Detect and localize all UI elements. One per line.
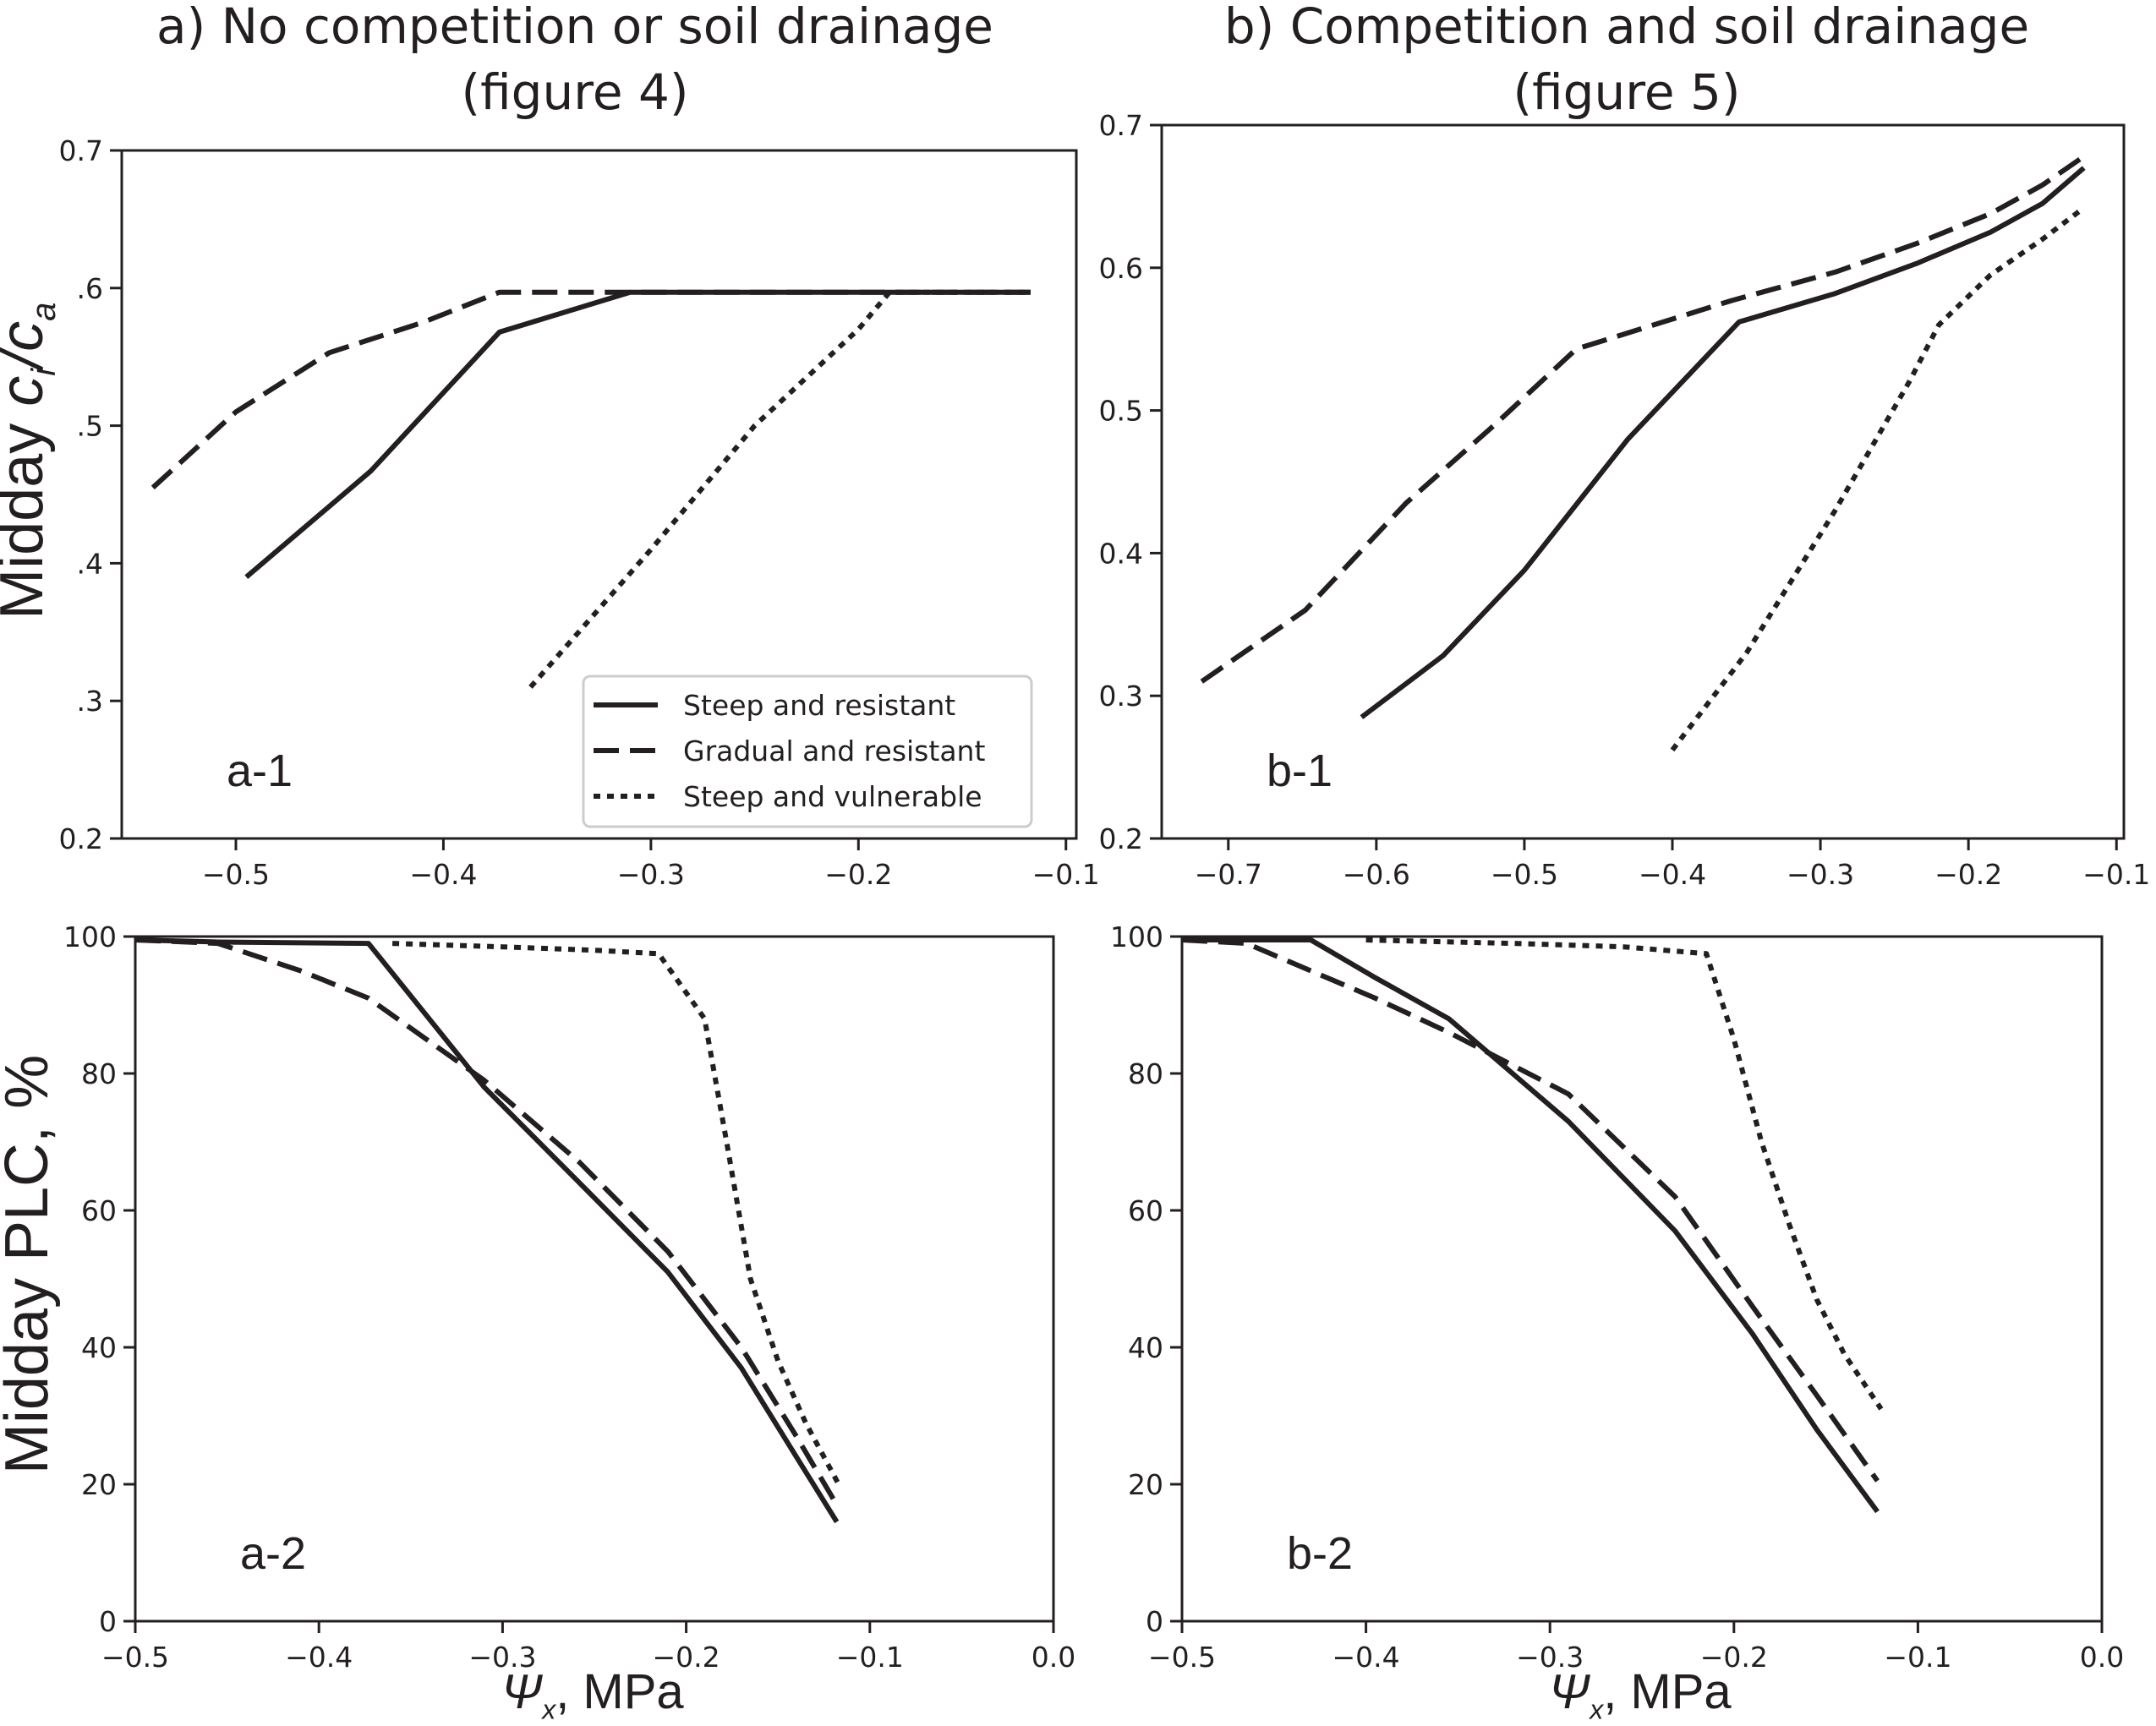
- y-tick-label-a-2: 60: [81, 1194, 117, 1227]
- series-line-b-2-steep-and-resistant: [1182, 937, 1880, 1514]
- y-axis-label-ci-ca: Midday ci/ca: [0, 241, 63, 680]
- x-tick-label-a-2: −0.3: [468, 1641, 536, 1674]
- x-axis-label-b2-unit: , MPa: [1603, 1664, 1732, 1719]
- y-tick-label-a-2: 100: [63, 920, 117, 953]
- x-axis-label-b2-psi: Ψ: [1549, 1664, 1590, 1719]
- x-tick-label-b-1: −0.2: [1934, 858, 2002, 891]
- series-line-a-2-steep-and-resistant: [134, 937, 840, 1524]
- x-axis-label-b2-sub: x: [1590, 1694, 1604, 1725]
- panel-label-b-2: b-2: [1287, 1528, 1353, 1579]
- y-tick-label-b-2: 100: [1110, 920, 1163, 953]
- x-tick-label-b-2: −0.1: [1884, 1641, 1951, 1674]
- x-axis-label-a2: Ψx, MPa: [501, 1663, 684, 1726]
- x-tick-label-b-2: −0.4: [1332, 1641, 1400, 1674]
- y-tick-label-a-1: 0.2: [59, 822, 103, 855]
- x-tick-label-a-2: −0.1: [836, 1641, 904, 1674]
- x-tick-label-b-1: −0.7: [1195, 858, 1262, 891]
- y-tick-label-a-1: .6: [77, 272, 104, 305]
- y-tick-label-b-2: 40: [1128, 1331, 1163, 1364]
- x-axis-label-a2-psi: Ψ: [501, 1664, 543, 1719]
- plot-frame-a-2: [134, 935, 1055, 1623]
- series-line-a-2-gradual-and-resistant: [134, 937, 840, 1506]
- plot-frame-a-1: [120, 149, 1078, 840]
- panel-b-2: −0.5 −0.4 −0.3 −0.2 −0.1 0.0 0 20 40 60 80 100 b-2: [1110, 920, 2124, 1674]
- x-tick-label-b-2: −0.3: [1516, 1641, 1584, 1674]
- legend-label-steep-and-resistant: Steep and resistant: [683, 689, 955, 722]
- y-axis-label-ci-ca-i: i: [25, 368, 63, 376]
- y-tick-label-a-1: 0.7: [59, 134, 103, 167]
- x-tick-label-a-1: −0.2: [824, 858, 892, 891]
- y-tick-label-a-2: 40: [81, 1331, 117, 1364]
- x-tick-label-a-1: −0.3: [617, 858, 685, 891]
- panel-label-a-1: a-1: [227, 746, 293, 796]
- x-tick-label-a-1: −0.4: [409, 858, 477, 891]
- panel-a-2: −0.5 −0.4 −0.3 −0.2 −0.1 0.0 0 20 40 60 80 100 a-2: [63, 920, 1075, 1674]
- y-tick-label-b-2: 20: [1128, 1468, 1163, 1501]
- x-axis-label-a2-unit: , MPa: [555, 1664, 684, 1719]
- y-tick-label-b-1: 0.6: [1099, 252, 1143, 285]
- series-line-b-1-steep-and-vulnerable: [1670, 205, 2086, 752]
- x-tick-label-b-1: −0.5: [1491, 858, 1558, 891]
- x-tick-label-a-2: −0.5: [101, 1641, 169, 1674]
- y-tick-label-a-2: 80: [81, 1057, 117, 1090]
- series-line-b-1-gradual-and-resistant: [1200, 154, 2086, 684]
- y-tick-label-b-1: 0.2: [1099, 822, 1143, 855]
- x-tick-label-a-2: −0.2: [653, 1641, 720, 1674]
- y-tick-label-b-1: 0.3: [1099, 680, 1143, 713]
- x-tick-label-b-1: −0.3: [1787, 858, 1854, 891]
- x-tick-label-b-2: −0.2: [1700, 1641, 1768, 1674]
- series-line-a-1-steep-and-vulnerable: [528, 289, 1031, 689]
- x-tick-label-b-2: 0.0: [2080, 1641, 2124, 1674]
- y-axis-label-ci-ca-slash: /: [0, 352, 56, 369]
- y-axis-label-ci-ca-a: a: [25, 302, 63, 321]
- y-tick-label-a-1: .4: [77, 547, 104, 580]
- series-line-b-1-steep-and-resistant: [1360, 166, 2086, 719]
- panel-a-1: −0.5 −0.4 −0.3 −0.2 −0.1 0.2 .3 .4 .5 .6 0.7 a-1 Ste…: [59, 134, 1100, 891]
- plot-frame-b-2: [1180, 935, 2104, 1623]
- column-title-b: b) Competition and soil drainage (figure…: [1162, 0, 2092, 125]
- y-axis-label-ci-ca-c1: c: [0, 376, 56, 407]
- y-tick-label-b-1: 0.7: [1099, 109, 1143, 142]
- x-tick-label-b-1: −0.1: [2082, 858, 2150, 891]
- x-tick-label-a-1: −0.1: [1032, 858, 1100, 891]
- y-tick-label-b-2: 80: [1128, 1057, 1163, 1090]
- legend-box: [582, 675, 1033, 828]
- y-tick-label-b-1: 0.5: [1099, 395, 1143, 428]
- plot-frame-b-1: [1160, 123, 2126, 840]
- x-axis-label-b2: Ψx, MPa: [1549, 1663, 1732, 1726]
- y-tick-label-b-1: 0.4: [1099, 537, 1143, 570]
- panel-label-a-2: a-2: [240, 1528, 306, 1579]
- x-tick-label-b-1: −0.6: [1343, 858, 1410, 891]
- column-title-b-line1: b) Competition and soil drainage: [1223, 0, 2030, 55]
- column-title-b-line2: (figure 5): [1513, 63, 1741, 121]
- y-tick-label-a-2: 0: [99, 1605, 117, 1638]
- y-tick-label-a-2: 20: [81, 1468, 117, 1501]
- column-title-a-line2: (figure 4): [461, 63, 689, 121]
- y-axis-label-ci-ca-c2: c: [0, 321, 56, 352]
- y-tick-label-b-2: 0: [1146, 1605, 1163, 1638]
- x-axis-label-a2-sub: x: [542, 1694, 556, 1725]
- y-tick-label-b-2: 60: [1128, 1194, 1163, 1227]
- x-tick-label-a-1: −0.5: [202, 858, 270, 891]
- legend-label-steep-and-vulnerable: Steep and vulnerable: [683, 780, 982, 813]
- legend: Steep and resistant Gradual and resistant…: [582, 675, 1033, 828]
- column-title-a: a) No competition or soil drainage (figu…: [110, 0, 1040, 125]
- y-axis-label-plc: Midday PLC, %: [0, 1054, 61, 1475]
- x-tick-label-b-1: −0.4: [1639, 858, 1706, 891]
- y-axis-label-ci-ca-prefix: Midday: [0, 423, 56, 620]
- column-title-a-line1: a) No competition or soil drainage: [156, 0, 993, 55]
- panel-b-1: −0.7 −0.6 −0.5 −0.4 −0.3 −0.2 −0.1 0.2 0.3 0.4 0.5…: [1099, 109, 2151, 891]
- y-tick-label-a-1: .3: [77, 685, 104, 718]
- series-line-b-2-steep-and-vulnerable: [1365, 937, 1884, 1411]
- legend-label-gradual-and-resistant: Gradual and resistant: [683, 735, 985, 767]
- panel-label-b-1: b-1: [1267, 746, 1332, 796]
- y-tick-label-a-1: .5: [77, 410, 104, 443]
- series-line-a-1-gradual-and-resistant: [150, 289, 1031, 490]
- x-tick-label-b-2: −0.5: [1148, 1641, 1216, 1674]
- series-line-a-2-steep-and-vulnerable: [392, 941, 841, 1486]
- x-tick-label-a-2: 0.0: [1031, 1641, 1075, 1674]
- x-tick-label-a-2: −0.4: [285, 1641, 353, 1674]
